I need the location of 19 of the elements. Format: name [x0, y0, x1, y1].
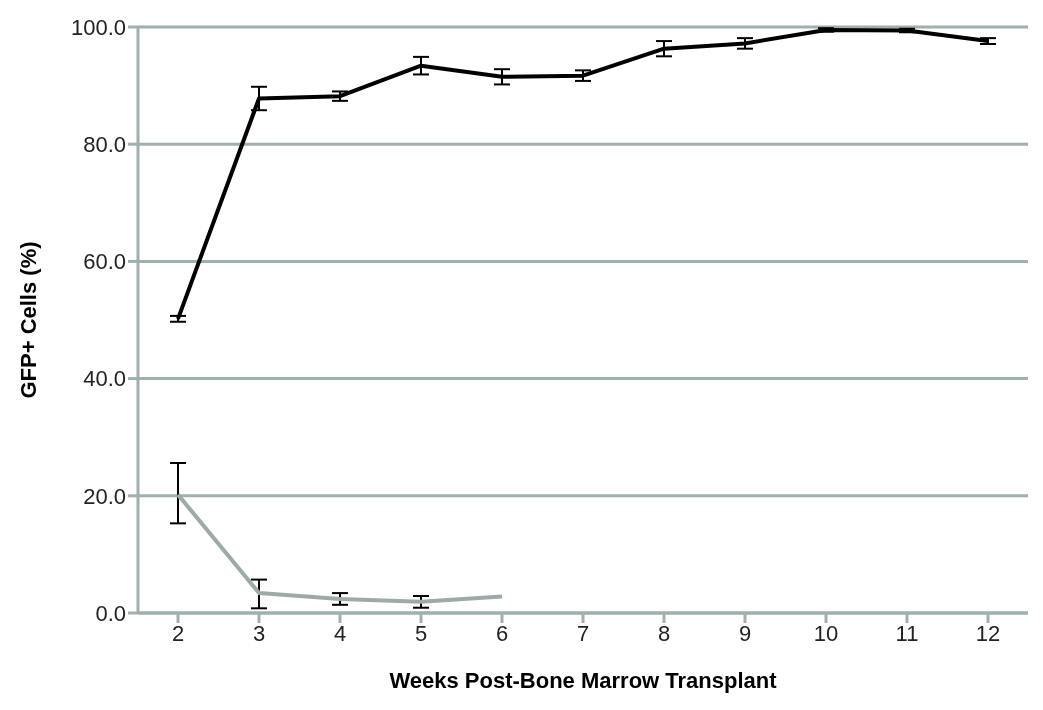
y-tick-label: 40.0 — [83, 366, 126, 392]
x-tick-label: 8 — [657, 620, 671, 646]
y-axis-title: GFP+ Cells (%) — [15, 241, 41, 399]
y-tick-label: 80.0 — [83, 132, 126, 158]
x-tick-label: 10 — [813, 620, 839, 646]
x-tick-label: 7 — [576, 620, 590, 646]
y-tick-label: 100.0 — [70, 14, 126, 40]
x-tick-label: 9 — [738, 620, 752, 646]
x-tick-label: 6 — [495, 620, 509, 646]
x-tick-label: 2 — [171, 620, 185, 646]
x-tick-label: 5 — [414, 620, 428, 646]
x-tick-label: 4 — [333, 620, 347, 646]
x-tick-label: 12 — [975, 620, 1001, 646]
x-tick-label: 3 — [252, 620, 266, 646]
y-tick-label: 60.0 — [83, 249, 126, 275]
x-tick-label: 11 — [895, 620, 919, 646]
y-tick-label: 20.0 — [83, 483, 126, 509]
y-tick-label: 0.0 — [95, 600, 126, 626]
x-axis-title: Weeks Post-Bone Marrow Transplant — [389, 668, 778, 693]
